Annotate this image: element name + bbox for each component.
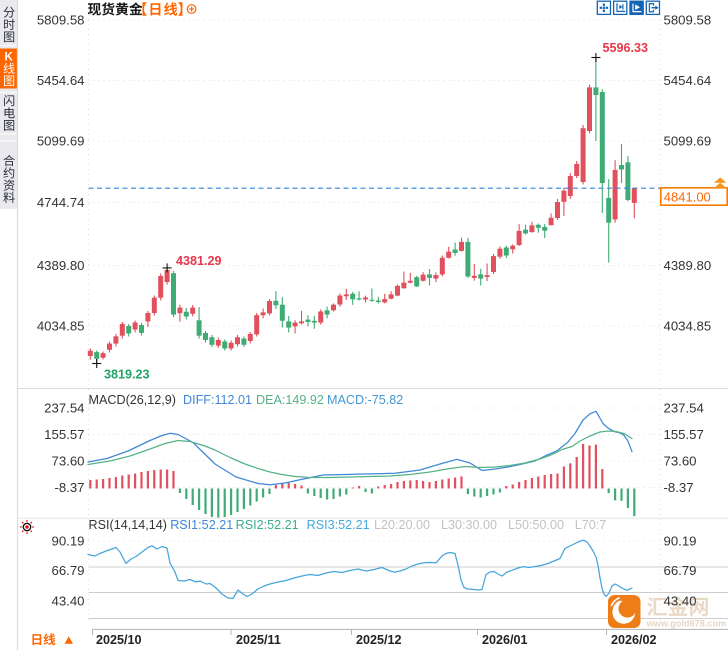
svg-text:4034.85: 4034.85 [664,318,712,333]
svg-text:RSI3:52.21: RSI3:52.21 [307,518,370,532]
svg-text:5809.58: 5809.58 [664,12,712,27]
svg-text:237.54: 237.54 [664,400,704,415]
svg-text:4389.80: 4389.80 [37,258,85,273]
svg-text:4034.85: 4034.85 [37,318,85,333]
svg-text:2025/11: 2025/11 [236,633,281,647]
svg-text:RSI1:52.21: RSI1:52.21 [170,518,233,532]
svg-text:4841.00: 4841.00 [664,190,711,205]
svg-text:237.54: 237.54 [44,400,84,415]
svg-text:2026/01: 2026/01 [482,633,528,647]
svg-text:2025/12: 2025/12 [356,633,402,647]
svg-text:4744.74: 4744.74 [37,195,85,210]
svg-text:-8.37: -8.37 [54,480,84,495]
svg-text:L20:20.00: L20:20.00 [374,518,430,532]
svg-text:66.79: 66.79 [51,563,84,578]
svg-text:L70:7: L70:7 [575,518,607,532]
svg-text:DIFF:112.01: DIFF:112.01 [183,393,252,407]
svg-text:2025/10: 2025/10 [96,633,142,647]
svg-text:43.40: 43.40 [664,593,697,608]
svg-text:90.19: 90.19 [664,533,697,548]
svg-text:RSI2:52.21: RSI2:52.21 [236,518,299,532]
svg-text:MACD(26,12,9): MACD(26,12,9) [89,393,177,407]
svg-text:2026/02: 2026/02 [611,633,657,647]
svg-text:5454.64: 5454.64 [664,73,712,88]
svg-text:73.60: 73.60 [51,453,84,468]
svg-text:L30:30.00: L30:30.00 [441,518,497,532]
svg-text:5596.33: 5596.33 [603,41,649,55]
svg-text:5454.64: 5454.64 [37,73,85,88]
svg-text:K: K [5,52,14,64]
svg-text:RSI(14,14,14): RSI(14,14,14) [89,518,167,532]
svg-text:4381.29: 4381.29 [176,254,222,268]
svg-text:www.gold678.com: www.gold678.com [646,618,727,628]
svg-text:43.40: 43.40 [51,593,84,608]
svg-text:5099.69: 5099.69 [664,133,712,148]
svg-text:4389.80: 4389.80 [664,258,712,273]
svg-text:73.60: 73.60 [664,453,697,468]
svg-text:DEA:149.92: DEA:149.92 [256,393,324,407]
svg-text:MACD:-75.82: MACD:-75.82 [327,393,403,407]
svg-text:L50:50.00: L50:50.00 [508,518,564,532]
svg-text:5809.58: 5809.58 [37,12,85,27]
svg-text:90.19: 90.19 [51,533,84,548]
svg-text:3819.23: 3819.23 [104,368,150,382]
svg-text:66.79: 66.79 [664,563,697,578]
svg-text:155.57: 155.57 [44,427,84,442]
svg-text:155.57: 155.57 [664,427,704,442]
svg-text:5099.69: 5099.69 [37,133,85,148]
svg-text:-8.37: -8.37 [664,480,694,495]
